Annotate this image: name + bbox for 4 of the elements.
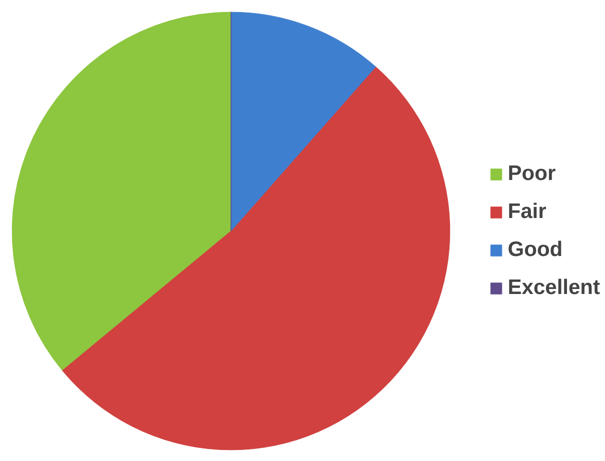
legend-label: Fair xyxy=(508,200,546,224)
legend-label: Excellent xyxy=(508,276,600,300)
legend-label: Poor xyxy=(508,162,556,186)
legend-label: Good xyxy=(508,238,563,262)
